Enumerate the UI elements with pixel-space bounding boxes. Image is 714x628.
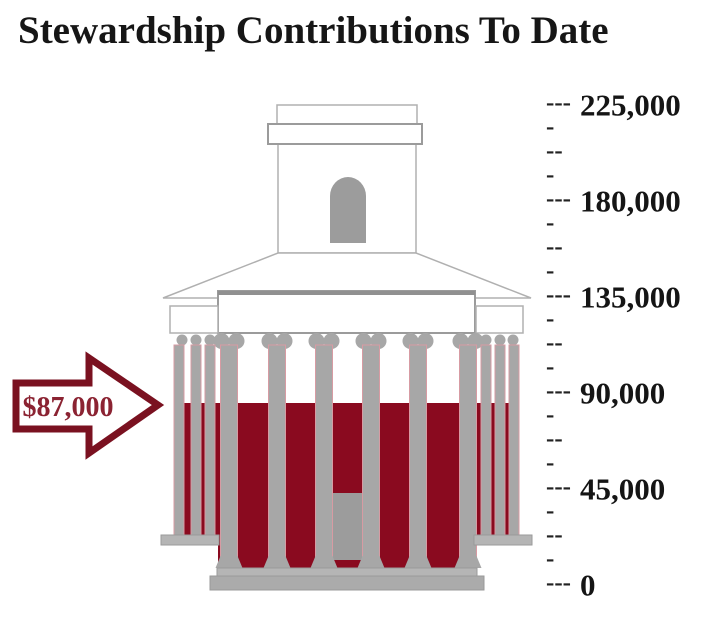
bottom-platform [209, 575, 485, 591]
axis-tick-label: 0 [580, 567, 596, 603]
axis-tick-label: 90,000 [580, 375, 666, 411]
axis-minor-tick: -- [546, 425, 563, 453]
value-arrow: $87,000 [12, 351, 165, 460]
axis-tick-label: 180,000 [580, 183, 681, 219]
chart-title: Stewardship Contributions To Date [18, 9, 609, 52]
axis-minor-tick: -- [546, 233, 563, 261]
church-roof [162, 252, 532, 299]
axis-minor-tick: -- [546, 329, 563, 357]
axis-minor-tick: - [546, 449, 555, 477]
entablature [169, 290, 524, 334]
right-wing [475, 305, 524, 334]
axis-minor-tick: - [546, 113, 555, 141]
left-wing [169, 305, 219, 334]
axis-minor-tick: -- [546, 137, 563, 165]
axis-tick-label: 225,000 [580, 87, 681, 123]
axis-major-tick: --- [546, 281, 571, 309]
axis-minor-tick: - [546, 305, 555, 333]
church-door [329, 493, 365, 560]
axis-minor-tick: -- [546, 521, 563, 549]
arrow-shape [12, 351, 165, 460]
axis-major-tick: --- [546, 377, 571, 405]
axis-major-tick: --- [546, 473, 571, 501]
axis-minor-tick: - [546, 257, 555, 285]
axis-tick-label: 135,000 [580, 279, 681, 315]
axis-major-tick: --- [546, 185, 571, 213]
church-tower [267, 104, 423, 254]
tower-band [267, 123, 423, 145]
right-wing-ledge [473, 534, 533, 546]
left-wing-ledge [160, 534, 220, 546]
axis-minor-tick: - [546, 401, 555, 429]
axis-minor-tick: - [546, 497, 555, 525]
axis-minor-tick: - [546, 545, 555, 573]
axis-tick-label: 45,000 [580, 471, 666, 507]
axis-minor-tick: - [546, 209, 555, 237]
axis-minor-tick: - [546, 161, 555, 189]
current-value-label: $87,000 [23, 392, 114, 423]
axis-minor-tick: - [546, 353, 555, 381]
tower-window [330, 177, 366, 243]
colonnade-columns [173, 344, 520, 559]
column-bases [215, 556, 482, 568]
axis-major-tick: --- [546, 89, 571, 117]
axis-major-tick: --- [546, 569, 571, 597]
